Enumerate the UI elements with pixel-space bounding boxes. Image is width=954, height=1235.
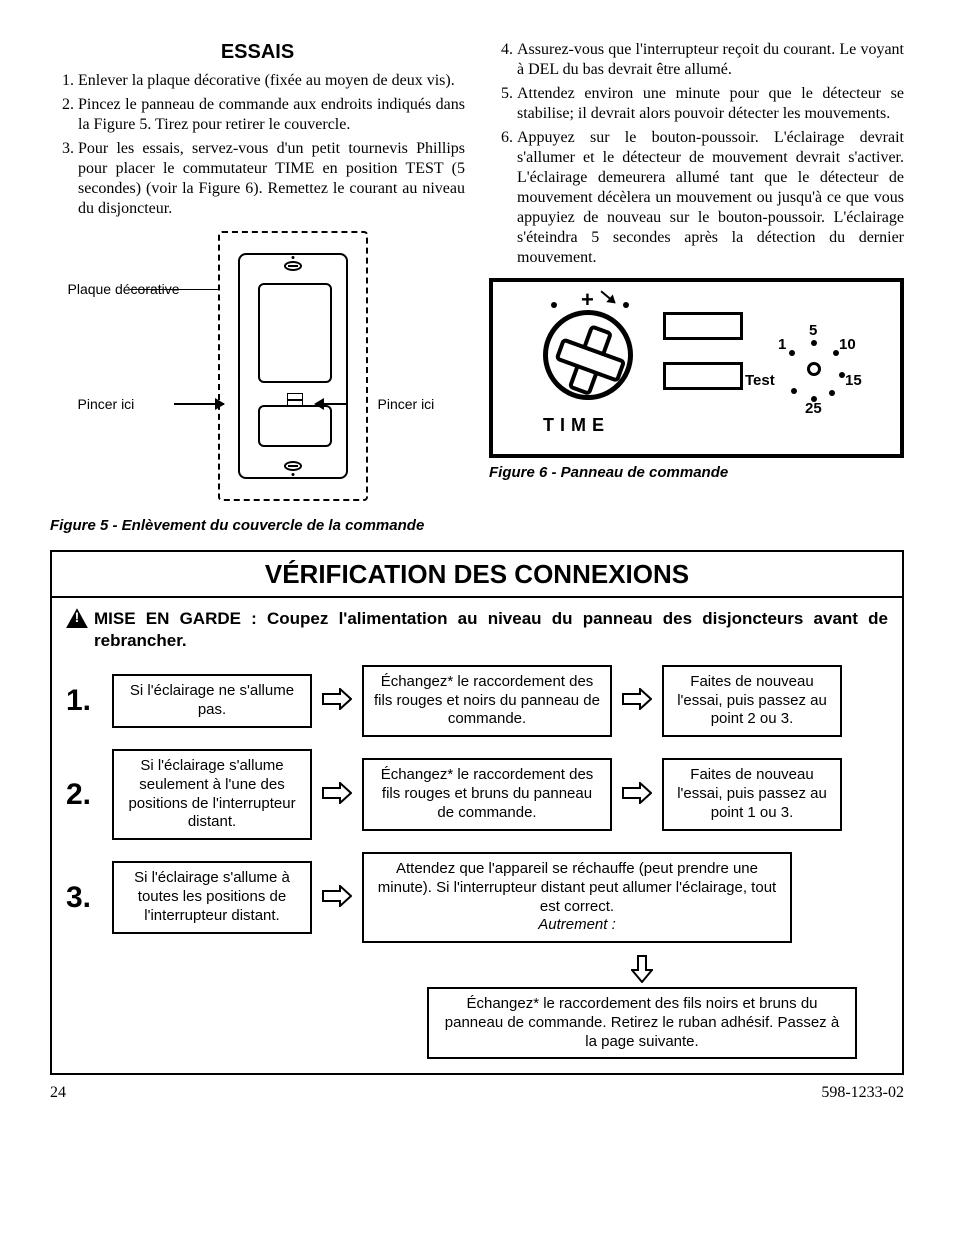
screw-icon <box>284 261 302 271</box>
left-column: ESSAIS Enlever la plaque décorative (fix… <box>50 40 465 536</box>
flow-row-1: 1. Si l'éclairage ne s'allume pas. Échan… <box>66 665 888 737</box>
fig5-label-plaque: Plaque décorative <box>68 281 188 299</box>
fig6-label-test: Test <box>745 372 775 391</box>
figure-6: + TIME 1 5 10 15 <box>489 278 904 458</box>
curved-arrow-icon <box>600 290 615 303</box>
step-3: Pour les essais, servez-vous d'un petit … <box>78 139 465 219</box>
arrow-right-icon <box>322 688 352 714</box>
fig6-time-wheel: 1 5 10 15 25 Test <box>773 328 855 410</box>
dot-icon <box>623 302 629 308</box>
figure-5: Plaque décorative Pincer ici Pincer ici <box>68 231 448 511</box>
screw-icon <box>284 461 302 471</box>
page-footer: 24 598-1233-02 <box>50 1083 904 1101</box>
verification-title: VÉRIFICATION DES CONNEXIONS <box>52 552 902 599</box>
flow-box-1b: Échangez* le raccordement des fils rouge… <box>362 665 612 737</box>
arrow-left-icon <box>324 403 348 405</box>
fig6-label-1: 1 <box>778 336 786 355</box>
fig6-label-10: 10 <box>839 336 856 355</box>
phillips-icon <box>550 317 627 394</box>
arrow-right-icon <box>322 885 352 911</box>
right-column: Assurez-vous que l'interrupteur reçoit d… <box>489 40 904 536</box>
page-number: 24 <box>50 1084 66 1101</box>
warning-icon <box>66 608 88 628</box>
flow-box-2b: Échangez* le raccordement des fils rouge… <box>362 758 612 830</box>
flow-row-3: 3. Si l'éclairage s'allume à toutes les … <box>66 852 888 943</box>
flow-box-1a: Si l'éclairage ne s'allume pas. <box>112 674 312 728</box>
fig6-time-center <box>807 362 821 376</box>
fig5-sensor-window <box>258 283 332 383</box>
flow-num-1: 1. <box>66 682 102 720</box>
essais-steps-right: Assurez-vous que l'interrupteur reçoit d… <box>489 40 904 268</box>
flow-box-3a: Si l'éclairage s'allume à toutes les pos… <box>112 861 312 933</box>
essais-steps-left: Enlever la plaque décorative (fixée au m… <box>50 71 465 219</box>
step-4: Assurez-vous que l'interrupteur reçoit d… <box>517 40 904 80</box>
flow-box-1c: Faites de nouveau l'essai, puis passez a… <box>662 665 842 737</box>
fig6-slot-top <box>663 312 743 340</box>
step-2: Pincez le panneau de commande aux endroi… <box>78 95 465 135</box>
fig6-dial <box>543 310 633 400</box>
figure-6-caption: Figure 6 - Panneau de commande <box>489 464 904 483</box>
fig6-label-15: 15 <box>845 372 862 391</box>
flow-row-3-down: Échangez* le raccordement des fils noirs… <box>396 955 888 1059</box>
verification-section: VÉRIFICATION DES CONNEXIONS MISE EN GARD… <box>50 550 904 1076</box>
flow-box-3b-group: Attendez que l'appareil se réchauffe (pe… <box>362 852 792 943</box>
arrow-right-icon <box>322 782 352 808</box>
step-1: Enlever la plaque décorative (fixée au m… <box>78 71 465 91</box>
dot-icon <box>551 302 557 308</box>
step-5: Attendez environ une minute pour que le … <box>517 84 904 124</box>
fig6-label-25: 25 <box>805 400 822 419</box>
fig6-slot-bottom <box>663 362 743 390</box>
flow-box-2c: Faites de nouveau l'essai, puis passez a… <box>662 758 842 830</box>
flow-row-2: 2. Si l'éclairage s'allume seulement à l… <box>66 749 888 840</box>
arrow-right-icon <box>174 403 224 405</box>
fig5-label-pincer-right: Pincer ici <box>378 396 478 414</box>
arrow-right-icon <box>622 782 652 808</box>
flow-box-2a: Si l'éclairage s'allume seulement à l'un… <box>112 749 312 840</box>
fig6-label-5: 5 <box>809 322 817 341</box>
top-columns: ESSAIS Enlever la plaque décorative (fix… <box>50 40 904 536</box>
warning-text: MISE EN GARDE : Coupez l'alimentation au… <box>94 608 888 651</box>
step-6: Appuyez sur le bouton-poussoir. L'éclair… <box>517 128 904 268</box>
fig5-button-window <box>258 405 332 447</box>
arrow-right-icon <box>622 688 652 714</box>
flow-num-2: 2. <box>66 776 102 814</box>
essais-heading: ESSAIS <box>50 40 465 65</box>
fig6-time-label: TIME <box>543 414 610 437</box>
document-number: 598-1233-02 <box>821 1083 904 1103</box>
flow-num-3: 3. <box>66 879 102 917</box>
figure-5-caption: Figure 5 - Enlèvement du couvercle de la… <box>50 517 465 536</box>
flow-box-3b-bottom: Échangez* le raccordement des fils noirs… <box>427 987 857 1059</box>
flow-box-3b-top: Attendez que l'appareil se réchauffe (pe… <box>362 852 792 943</box>
warning-row: MISE EN GARDE : Coupez l'alimentation au… <box>66 608 888 651</box>
arrow-down-icon <box>631 955 653 983</box>
fig5-switch-body <box>238 253 348 479</box>
